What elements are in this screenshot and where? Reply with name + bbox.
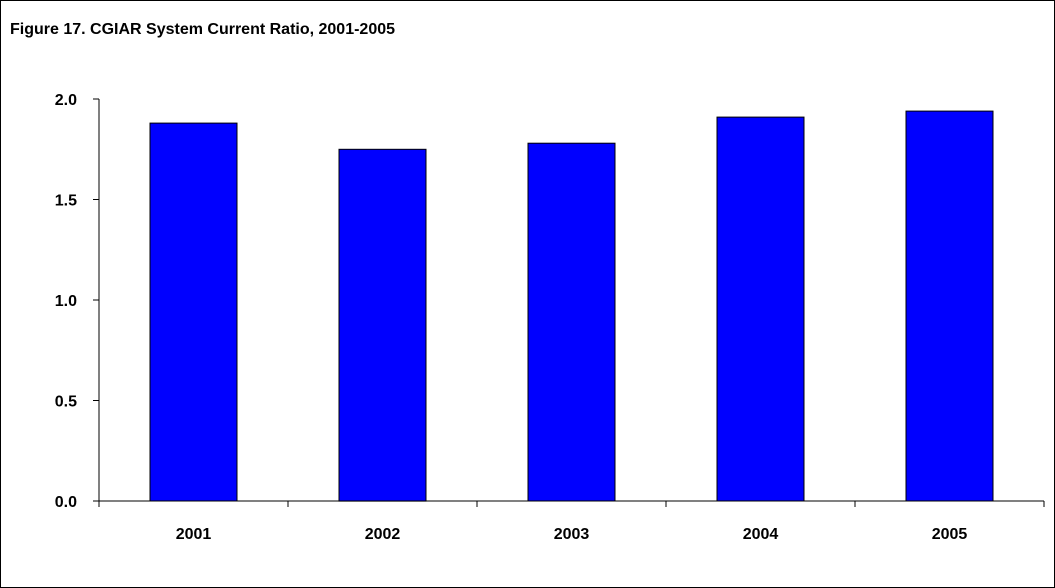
y-ticks-group: 0.0 0.5 1.0 1.5 2.0 <box>55 92 99 511</box>
y-tick-label: 0.5 <box>55 394 77 411</box>
y-tick-label: 1.5 <box>55 193 77 210</box>
bar-2005 <box>905 110 994 502</box>
bar-2001 <box>149 122 238 502</box>
bar-2004 <box>716 116 805 502</box>
bars-group <box>149 110 994 502</box>
x-tick-label: 2002 <box>365 526 401 543</box>
y-tick-label: 2.0 <box>55 92 77 109</box>
x-tick-label: 2001 <box>176 526 212 543</box>
x-tick-label: 2004 <box>743 526 779 543</box>
x-tick-label: 2005 <box>932 526 968 543</box>
x-ticks-group: 2001 2002 2003 2004 2005 <box>98 501 1045 543</box>
bar-2002 <box>338 148 427 502</box>
bar-2003 <box>527 142 616 502</box>
x-tick-label: 2003 <box>554 526 590 543</box>
y-tick-label: 1.0 <box>55 293 77 310</box>
y-tick-label: 0.0 <box>55 494 77 511</box>
chart-title: Figure 17. CGIAR System Current Ratio, 2… <box>10 21 396 38</box>
